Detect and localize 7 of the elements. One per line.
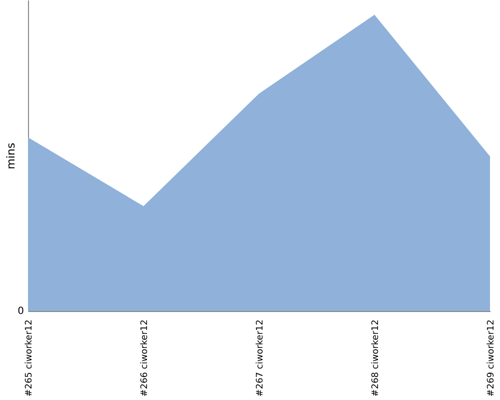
x-tick-label: #265 ciworker12 [24, 320, 34, 397]
y-axis-title: mins [4, 142, 18, 170]
x-tick-label: #266 ciworker12 [140, 320, 150, 397]
x-tick-label: #267 ciworker12 [256, 320, 266, 397]
x-tick-label: #269 ciworker12 [486, 320, 496, 397]
x-tick-label: #268 ciworker12 [371, 320, 381, 397]
text: 0 [18, 306, 24, 317]
